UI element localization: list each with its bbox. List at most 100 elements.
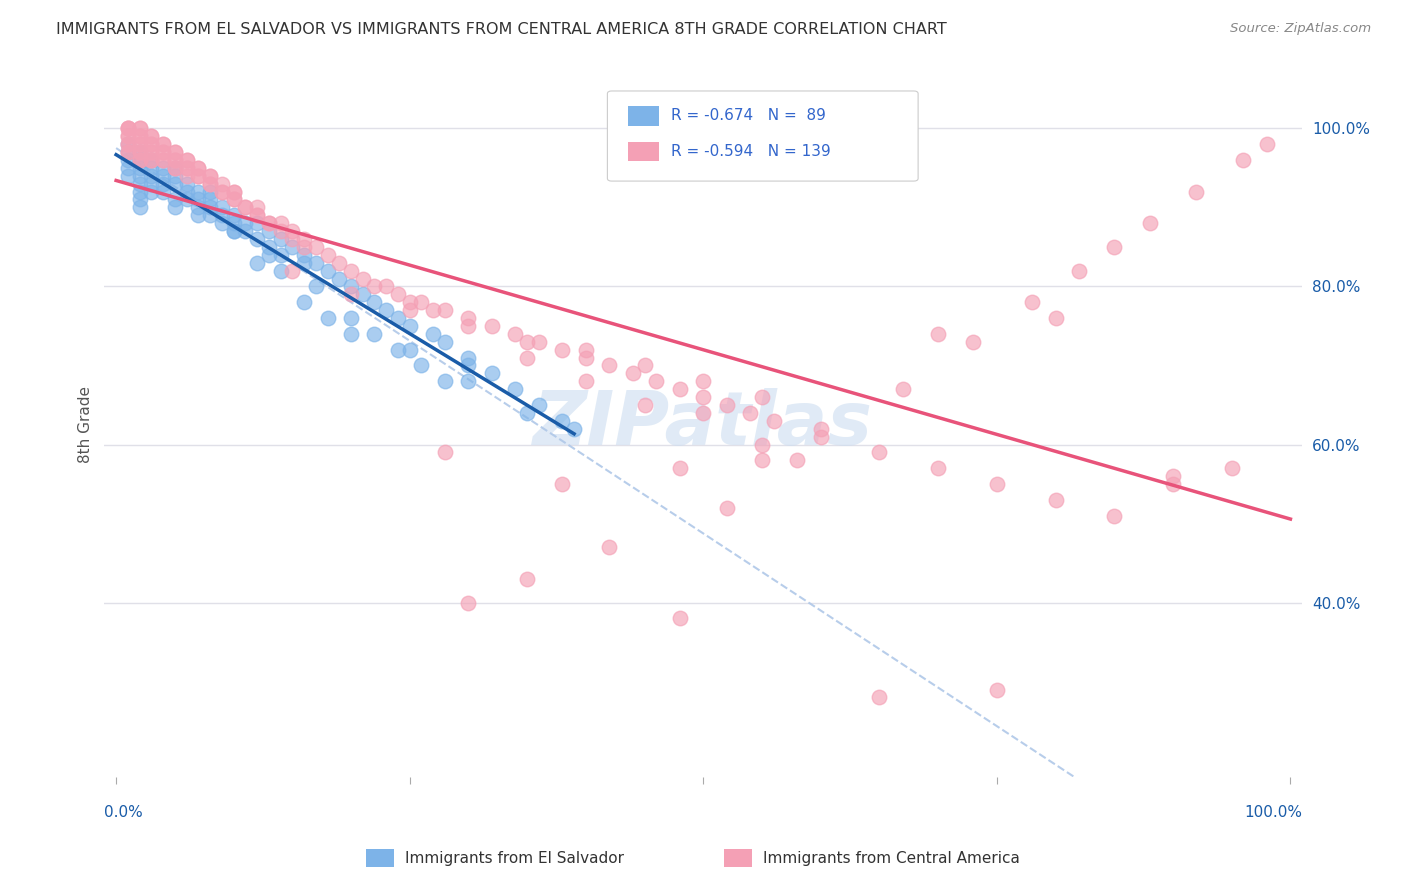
Point	[305, 279, 328, 293]
Point	[198, 177, 221, 191]
Point	[152, 161, 174, 175]
Point	[422, 326, 444, 341]
Point	[117, 121, 139, 136]
Point	[187, 169, 209, 183]
Point	[222, 193, 245, 207]
Point	[292, 256, 315, 270]
Point	[117, 145, 139, 159]
Point	[762, 414, 785, 428]
Point	[198, 169, 221, 183]
Point	[176, 169, 198, 183]
Point	[163, 145, 186, 159]
Point	[117, 153, 139, 167]
Point	[198, 200, 221, 214]
Point	[292, 248, 315, 262]
Point	[1161, 477, 1184, 491]
Point	[411, 295, 433, 310]
Point	[187, 200, 209, 214]
Point	[305, 240, 328, 254]
Point	[363, 326, 385, 341]
Text: Immigrants from Central America: Immigrants from Central America	[763, 851, 1021, 865]
Point	[128, 129, 150, 144]
Point	[152, 145, 174, 159]
Point	[457, 374, 479, 388]
Point	[128, 153, 150, 167]
Point	[128, 145, 150, 159]
Point	[211, 177, 233, 191]
Y-axis label: 8th Grade: 8th Grade	[79, 386, 93, 463]
Point	[633, 359, 655, 373]
Point	[868, 445, 890, 459]
Point	[117, 161, 139, 175]
Point	[117, 129, 139, 144]
Point	[128, 153, 150, 167]
Point	[598, 541, 620, 555]
Point	[128, 129, 150, 144]
Point	[751, 453, 773, 467]
Point	[141, 129, 163, 144]
Point	[398, 343, 420, 357]
Point	[187, 161, 209, 175]
Point	[198, 208, 221, 222]
Point	[562, 422, 585, 436]
Point	[398, 303, 420, 318]
Point	[986, 682, 1008, 697]
Point	[128, 161, 150, 175]
Point	[163, 153, 186, 167]
Point	[328, 256, 350, 270]
Point	[211, 208, 233, 222]
Point	[1104, 240, 1126, 254]
Point	[633, 398, 655, 412]
Point	[668, 611, 690, 625]
Point	[292, 232, 315, 246]
Point	[575, 343, 598, 357]
Point	[141, 161, 163, 175]
Point	[257, 240, 280, 254]
Point	[198, 185, 221, 199]
Point	[516, 351, 538, 365]
Point	[316, 263, 339, 277]
Point	[152, 137, 174, 152]
Point	[222, 224, 245, 238]
Point	[233, 224, 256, 238]
Point	[457, 311, 479, 326]
Point	[141, 145, 163, 159]
Point	[152, 185, 174, 199]
Point	[1161, 469, 1184, 483]
Point	[281, 224, 304, 238]
Point	[1220, 461, 1243, 475]
Point	[222, 193, 245, 207]
Point	[163, 161, 186, 175]
Point	[141, 153, 163, 167]
Point	[246, 208, 269, 222]
Point	[363, 279, 385, 293]
Point	[117, 145, 139, 159]
Point	[1256, 137, 1278, 152]
Point	[187, 161, 209, 175]
Point	[257, 216, 280, 230]
Point	[375, 303, 398, 318]
Text: 100.0%: 100.0%	[1244, 805, 1302, 820]
Point	[117, 137, 139, 152]
Point	[516, 406, 538, 420]
Point	[352, 271, 374, 285]
Point	[117, 137, 139, 152]
Point	[398, 295, 420, 310]
Point	[716, 398, 738, 412]
Point	[751, 390, 773, 404]
Point	[387, 343, 409, 357]
Text: Source: ZipAtlas.com: Source: ZipAtlas.com	[1230, 22, 1371, 36]
Point	[152, 153, 174, 167]
Point	[516, 334, 538, 349]
Point	[1045, 492, 1067, 507]
Point	[187, 185, 209, 199]
Point	[141, 145, 163, 159]
Point	[422, 303, 444, 318]
Point	[575, 374, 598, 388]
Point	[128, 137, 150, 152]
Point	[246, 256, 269, 270]
Point	[117, 121, 139, 136]
Point	[328, 271, 350, 285]
Point	[891, 382, 914, 396]
Point	[152, 177, 174, 191]
